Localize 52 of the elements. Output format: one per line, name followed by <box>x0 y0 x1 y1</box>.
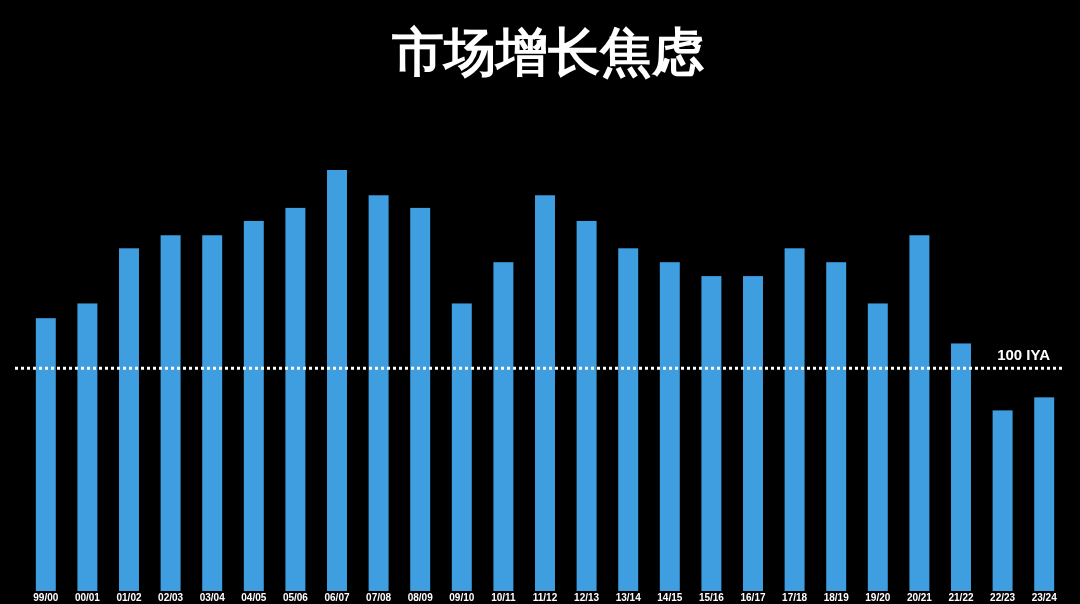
bar <box>243 220 264 591</box>
bar <box>368 195 389 591</box>
x-tick-label: 14/15 <box>657 592 683 603</box>
bar <box>327 170 347 591</box>
x-tick-label: 01/02 <box>116 592 142 603</box>
x-tick-label: 05/06 <box>282 592 309 603</box>
ref-line-label: 100 IYA <box>997 346 1051 364</box>
x-tick-label: 00/01 <box>74 592 101 603</box>
x-tick-label: 07/08 <box>366 592 392 603</box>
x-tick-label: 10/11 <box>491 592 517 603</box>
bar <box>992 410 1013 591</box>
bar <box>35 318 56 591</box>
bar <box>951 343 971 591</box>
bar <box>493 262 514 591</box>
x-tick-label: 04/05 <box>241 592 267 603</box>
bar <box>618 248 639 591</box>
x-tick-label: 19/20 <box>865 592 891 603</box>
x-tick-label: 13/14 <box>615 592 642 603</box>
bar <box>119 248 139 591</box>
x-tick-label: 22/23 <box>990 592 1016 603</box>
bar <box>576 220 597 591</box>
x-tick-label: 21/22 <box>948 592 974 603</box>
x-tick-label: 15/16 <box>698 592 725 603</box>
chart-title: 市场增长焦虑 <box>391 23 705 81</box>
bar <box>1034 397 1055 591</box>
x-tick-label: 08/09 <box>407 592 434 603</box>
x-tick-label: 23/24 <box>1031 592 1058 603</box>
x-tick-label: 03/04 <box>199 592 226 603</box>
x-tick-label: 16/17 <box>740 592 766 603</box>
bar <box>743 276 763 591</box>
bar <box>451 303 472 591</box>
bar <box>410 207 431 591</box>
bar <box>659 262 680 591</box>
bar <box>285 207 306 591</box>
x-tick-label: 02/03 <box>158 592 184 603</box>
x-tick-label: 18/19 <box>823 592 850 603</box>
x-tick-label: 06/07 <box>324 592 350 603</box>
bar <box>784 248 805 591</box>
bar <box>701 276 722 591</box>
bar <box>909 235 930 591</box>
bar <box>77 303 98 591</box>
bar <box>826 262 847 591</box>
bar <box>202 235 223 591</box>
x-tick-label: 09/10 <box>449 592 475 603</box>
x-tick-label: 99/00 <box>33 592 59 603</box>
bar <box>867 303 888 591</box>
bar <box>535 195 555 591</box>
x-tick-label: 11/12 <box>532 592 558 603</box>
x-tick-label: 17/18 <box>782 592 808 603</box>
bar <box>160 235 181 591</box>
x-tick-label: 12/13 <box>574 592 600 603</box>
x-tick-label: 20/21 <box>906 592 933 603</box>
